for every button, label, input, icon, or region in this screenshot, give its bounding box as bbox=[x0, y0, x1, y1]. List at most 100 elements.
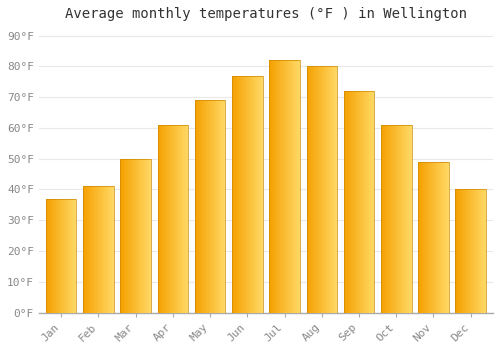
Bar bbox=[418, 162, 419, 313]
Bar bbox=[49, 199, 50, 313]
Bar bbox=[68, 199, 69, 313]
Bar bbox=[184, 125, 185, 313]
Bar bbox=[179, 125, 180, 313]
Bar bbox=[88, 187, 89, 313]
Bar bbox=[195, 100, 196, 313]
Bar bbox=[476, 189, 477, 313]
Bar bbox=[274, 60, 275, 313]
Bar bbox=[97, 187, 98, 313]
Bar bbox=[418, 162, 448, 313]
Bar bbox=[140, 159, 141, 313]
Bar bbox=[383, 125, 384, 313]
Bar bbox=[209, 100, 210, 313]
Bar bbox=[446, 162, 447, 313]
Bar bbox=[125, 159, 126, 313]
Bar bbox=[369, 91, 370, 313]
Bar bbox=[347, 91, 348, 313]
Bar bbox=[113, 187, 114, 313]
Bar bbox=[390, 125, 391, 313]
Bar bbox=[426, 162, 427, 313]
Bar bbox=[112, 187, 113, 313]
Bar bbox=[169, 125, 170, 313]
Bar bbox=[232, 76, 262, 313]
Bar bbox=[85, 187, 86, 313]
Bar bbox=[174, 125, 176, 313]
Bar bbox=[217, 100, 218, 313]
Bar bbox=[163, 125, 164, 313]
Bar bbox=[447, 162, 448, 313]
Bar bbox=[253, 76, 254, 313]
Bar bbox=[411, 125, 412, 313]
Bar bbox=[99, 187, 100, 313]
Bar bbox=[439, 162, 440, 313]
Bar bbox=[213, 100, 214, 313]
Bar bbox=[284, 60, 285, 313]
Bar bbox=[259, 76, 260, 313]
Bar bbox=[132, 159, 133, 313]
Bar bbox=[474, 189, 475, 313]
Bar bbox=[109, 187, 110, 313]
Bar bbox=[422, 162, 423, 313]
Bar bbox=[465, 189, 466, 313]
Bar bbox=[201, 100, 202, 313]
Bar bbox=[381, 125, 382, 313]
Bar bbox=[89, 187, 90, 313]
Bar bbox=[276, 60, 277, 313]
Bar bbox=[430, 162, 431, 313]
Bar bbox=[314, 66, 315, 313]
Bar bbox=[480, 189, 481, 313]
Bar bbox=[371, 91, 372, 313]
Bar bbox=[234, 76, 235, 313]
Bar bbox=[336, 66, 337, 313]
Bar bbox=[215, 100, 216, 313]
Bar bbox=[344, 91, 374, 313]
Bar bbox=[427, 162, 428, 313]
Bar bbox=[130, 159, 132, 313]
Bar bbox=[348, 91, 349, 313]
Bar bbox=[408, 125, 409, 313]
Bar bbox=[170, 125, 171, 313]
Bar bbox=[382, 125, 383, 313]
Bar bbox=[232, 76, 234, 313]
Bar bbox=[205, 100, 206, 313]
Bar bbox=[292, 60, 293, 313]
Bar bbox=[137, 159, 138, 313]
Bar bbox=[420, 162, 422, 313]
Bar bbox=[53, 199, 54, 313]
Bar bbox=[207, 100, 208, 313]
Bar bbox=[316, 66, 317, 313]
Bar bbox=[91, 187, 92, 313]
Bar bbox=[166, 125, 168, 313]
Bar bbox=[279, 60, 280, 313]
Bar bbox=[168, 125, 169, 313]
Bar bbox=[129, 159, 130, 313]
Bar bbox=[146, 159, 147, 313]
Bar bbox=[102, 187, 104, 313]
Bar bbox=[244, 76, 245, 313]
Bar bbox=[370, 91, 371, 313]
Bar bbox=[160, 125, 161, 313]
Bar bbox=[200, 100, 201, 313]
Bar bbox=[64, 199, 65, 313]
Bar bbox=[287, 60, 288, 313]
Bar bbox=[360, 91, 361, 313]
Bar bbox=[133, 159, 134, 313]
Bar bbox=[318, 66, 320, 313]
Bar bbox=[442, 162, 444, 313]
Bar bbox=[248, 76, 249, 313]
Bar bbox=[322, 66, 323, 313]
Bar bbox=[93, 187, 94, 313]
Bar bbox=[402, 125, 403, 313]
Bar bbox=[171, 125, 172, 313]
Bar bbox=[145, 159, 146, 313]
Bar bbox=[445, 162, 446, 313]
Bar bbox=[107, 187, 108, 313]
Bar bbox=[150, 159, 151, 313]
Bar bbox=[320, 66, 321, 313]
Bar bbox=[83, 187, 114, 313]
Bar bbox=[396, 125, 397, 313]
Bar bbox=[111, 187, 112, 313]
Bar bbox=[224, 100, 226, 313]
Bar bbox=[298, 60, 299, 313]
Bar bbox=[372, 91, 373, 313]
